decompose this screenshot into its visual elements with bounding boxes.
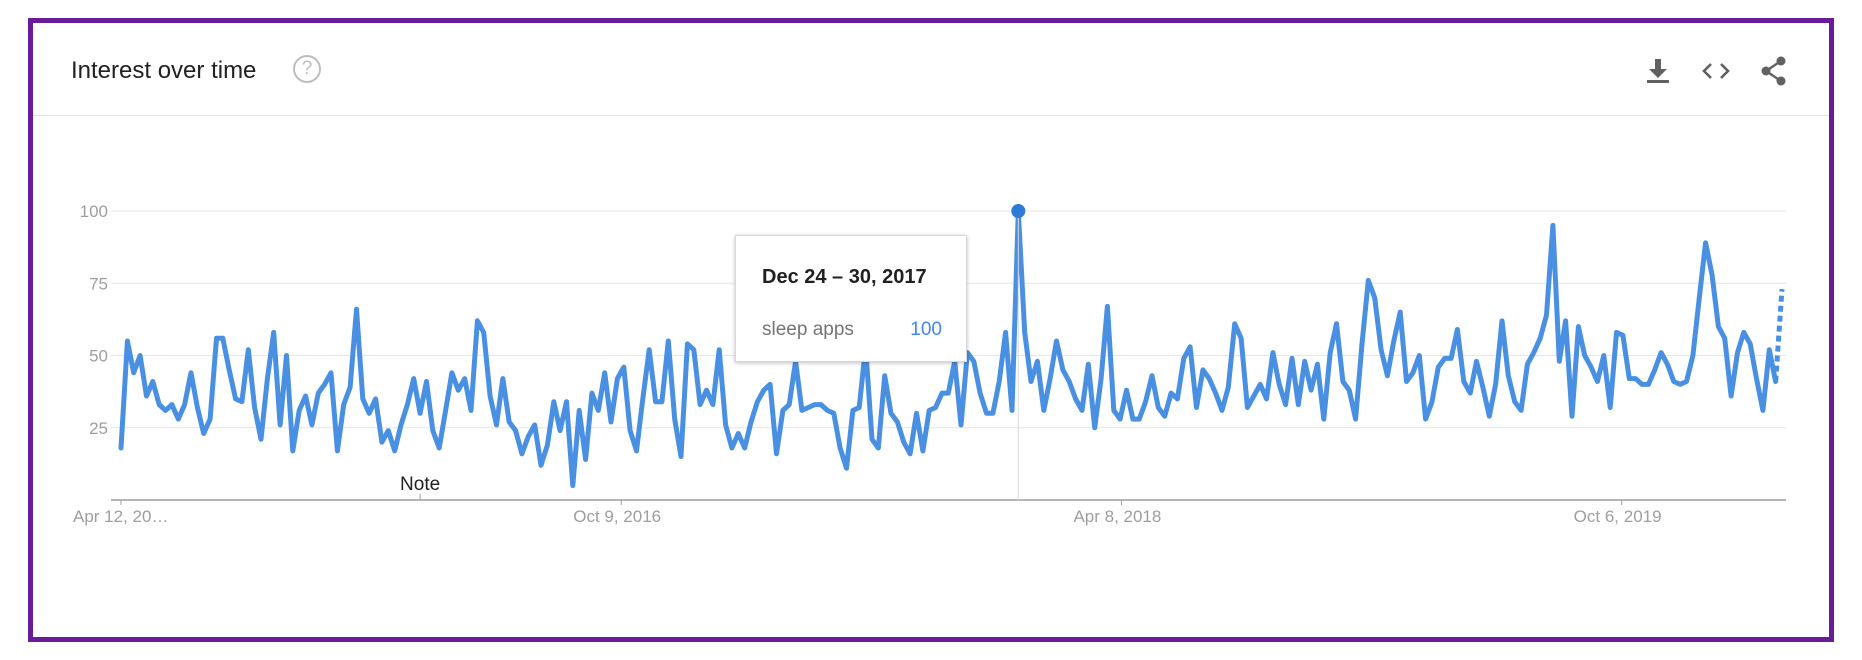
- card-header: Interest over time ?: [33, 23, 1829, 116]
- tooltip-value: 100: [910, 319, 942, 340]
- y-tick-label: 50: [89, 347, 108, 366]
- highlight-point[interactable]: [1011, 204, 1026, 218]
- x-tick-label: Oct 9, 2016: [573, 507, 661, 526]
- share-icon[interactable]: [1756, 53, 1792, 89]
- partial-segment: [1773, 288, 1785, 382]
- x-tick-label: Apr 8, 2018: [1073, 507, 1161, 526]
- x-tick-label: Oct 6, 2019: [1574, 507, 1662, 526]
- y-tick-label: 100: [80, 202, 108, 221]
- note-label[interactable]: Note: [400, 474, 440, 495]
- tooltip: Dec 24 – 30, 2017 sleep apps 100: [735, 235, 967, 362]
- tooltip-date: Dec 24 – 30, 2017: [762, 266, 927, 288]
- tooltip-series-name: sleep apps: [762, 319, 854, 340]
- y-tick-label: 75: [89, 274, 108, 293]
- help-icon[interactable]: ?: [293, 55, 321, 83]
- y-tick-label: 25: [89, 419, 108, 438]
- x-tick-label: Apr 12, 20…: [73, 507, 168, 526]
- chart-title: Interest over time: [71, 57, 257, 84]
- embed-code-icon[interactable]: [1698, 53, 1734, 89]
- series-line: [118, 208, 1779, 489]
- download-icon[interactable]: [1640, 53, 1676, 89]
